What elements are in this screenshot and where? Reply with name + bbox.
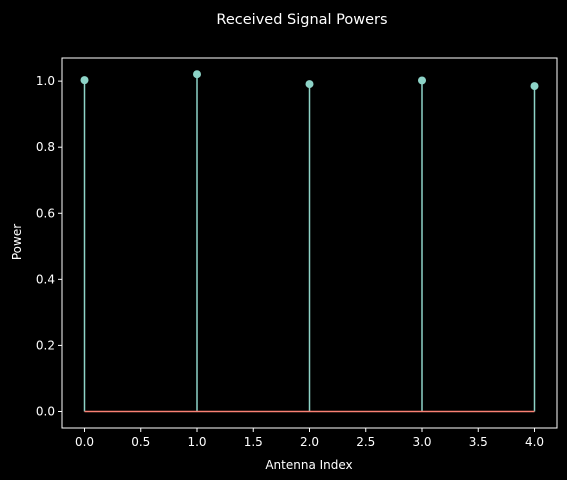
stem-marker (193, 70, 201, 79)
x-tick-label: 1.5 (244, 435, 263, 449)
plot-area: 0.0 0.5 1.0 1.5 2.0 2.5 3.0 3.5 4.0 0.0 0.2 0.4 0.6 0… (36, 57, 558, 449)
chart-title: Received Signal Powers (216, 12, 387, 28)
stem-marker (530, 82, 539, 91)
y-tick-label: 0.2 (36, 338, 55, 352)
y-tick-label: 0.6 (36, 206, 55, 220)
x-tick-label: 0.0 (75, 435, 94, 449)
x-tick-label: 3.5 (469, 435, 488, 449)
stem-marker (418, 76, 426, 85)
x-tick-label: 2.0 (300, 435, 319, 449)
x-tick-label: 2.5 (356, 435, 375, 449)
stem-marker (305, 80, 314, 89)
x-tick-label: 0.5 (131, 435, 150, 449)
x-tick-label: 1.0 (187, 435, 206, 449)
y-tick-label: 1.0 (36, 74, 55, 88)
x-axis-label: Antenna Index (265, 458, 352, 472)
x-tick-label: 4.0 (525, 435, 544, 449)
stem-marker (80, 76, 89, 85)
y-tick-label: 0.0 (36, 404, 55, 418)
y-axis-label: Power (10, 224, 24, 260)
x-tick-label: 3.0 (412, 435, 431, 449)
y-tick-label: 0.4 (36, 272, 55, 286)
y-tick-label: 0.8 (36, 140, 55, 154)
